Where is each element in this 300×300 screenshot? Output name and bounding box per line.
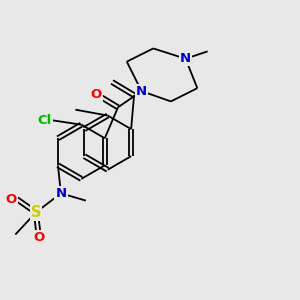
Text: N: N (55, 187, 67, 200)
Text: N: N (180, 52, 191, 65)
Text: S: S (31, 205, 41, 220)
Text: O: O (33, 231, 44, 244)
Text: Cl: Cl (38, 114, 52, 127)
Text: O: O (90, 88, 102, 100)
Text: N: N (136, 85, 147, 98)
Text: O: O (6, 193, 17, 206)
